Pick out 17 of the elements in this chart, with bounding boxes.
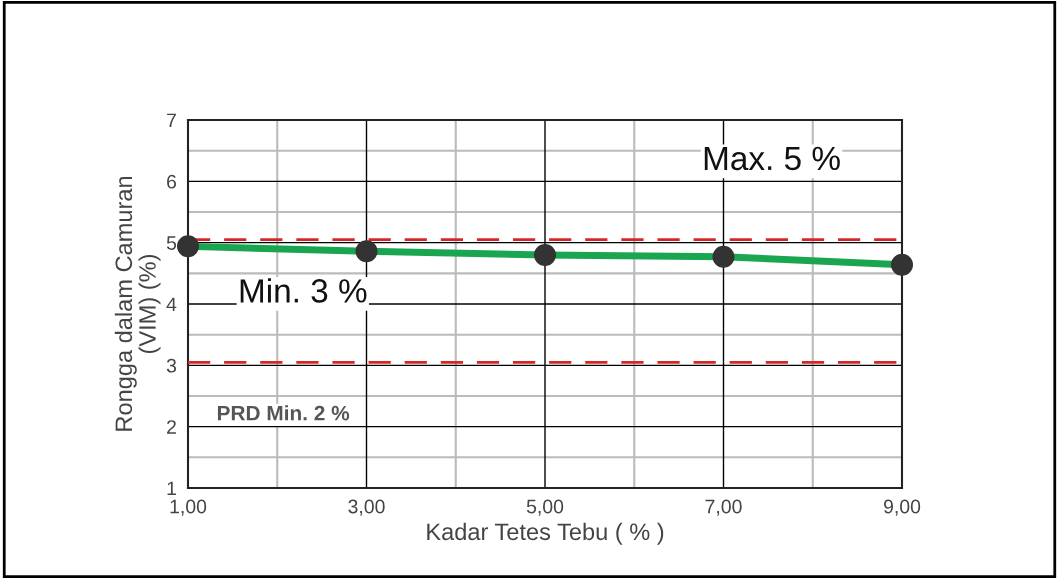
x-tick-label: 9,00 [883, 499, 921, 516]
y-tick-label: 1 [167, 481, 176, 496]
x-tick-label: 7,00 [705, 499, 742, 516]
annotation: PRD Min. 2 % [217, 405, 350, 421]
y-axis-title: Rongga dalam Camuran (VIM) (%) [114, 176, 161, 431]
x-axis-title: Kadar Tetes Tebu ( % ) [427, 522, 664, 545]
y-tick-label: 7 [167, 113, 176, 128]
y-tick-label: 6 [167, 174, 177, 189]
annotation: Max. 5 % [704, 146, 840, 171]
annotation: Min. 3 % [240, 278, 367, 303]
y-tick-label: 2 [167, 420, 176, 434]
y-tick-label: 4 [166, 297, 177, 312]
x-tick-label: 1,00 [170, 499, 207, 516]
x-tick-label: 5,00 [526, 499, 564, 516]
x-tick-label: 3,00 [348, 499, 385, 516]
y-tick-label: 3 [166, 358, 177, 373]
y-tick-label: 5 [166, 236, 177, 250]
